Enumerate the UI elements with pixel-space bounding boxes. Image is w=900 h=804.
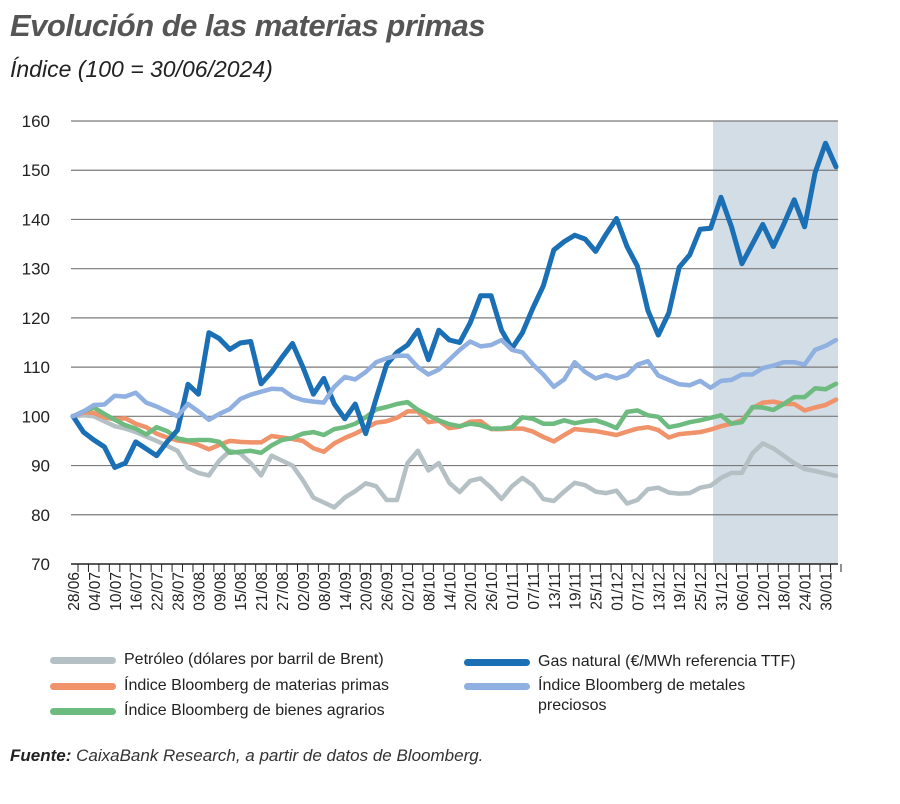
x-tick-label: 02/10 xyxy=(400,572,417,611)
x-tick-label: 21/08 xyxy=(254,572,271,611)
x-tick-label: 01/12 xyxy=(610,572,627,611)
x-tick-label: 12/01 xyxy=(756,572,773,611)
x-tick-label: 26/09 xyxy=(380,572,397,611)
x-tick-label: 16/07 xyxy=(129,572,146,611)
y-tick-label: 70 xyxy=(31,555,50,574)
legend-item-commodities: Índice Bloomberg de materias primas xyxy=(50,676,389,696)
x-tick-label: 01/11 xyxy=(505,572,522,610)
legend-item-agri: Índice Bloomberg de bienes agrarios xyxy=(50,701,385,721)
legend-swatch-oil xyxy=(50,657,116,664)
x-tick-label: 20/09 xyxy=(359,572,376,611)
legend-label: Petróleo (dólares por barril de Brent) xyxy=(124,651,384,668)
x-tick-label: 31/12 xyxy=(714,572,731,611)
legend-swatch-precious xyxy=(464,683,530,690)
x-tick-label: 30/01 xyxy=(819,572,836,611)
series-line-2 xyxy=(70,381,839,456)
legend-item-oil: Petróleo (dólares por barril de Brent) xyxy=(50,650,384,670)
x-tick-label: 07/12 xyxy=(630,572,647,611)
x-tick-label: 26/10 xyxy=(484,572,501,611)
y-tick-label: 150 xyxy=(22,161,50,180)
x-tick-label: 07/11 xyxy=(526,572,543,610)
x-tick-label: 22/07 xyxy=(150,572,167,611)
x-tick-label: 27/08 xyxy=(275,572,292,611)
x-tick-label: 14/10 xyxy=(442,572,459,611)
x-tick-label: 19/12 xyxy=(672,572,689,611)
legend-swatch-agri xyxy=(50,708,116,715)
x-tick-label: 13/11 xyxy=(547,572,564,610)
x-tick-label: 02/09 xyxy=(296,572,313,611)
x-tick-label: 24/01 xyxy=(798,572,815,611)
x-tick-label: 15/08 xyxy=(233,572,250,611)
chart-title: Evolución de las materias primas xyxy=(10,8,486,43)
x-tick-label: 10/07 xyxy=(108,572,125,611)
x-tick-label: 18/01 xyxy=(777,572,794,611)
x-tick-label: 13/12 xyxy=(651,572,668,611)
legend-label: Índice Bloomberg de metales preciosos xyxy=(538,677,746,714)
legend-label: Índice Bloomberg de bienes agrarios xyxy=(124,702,385,719)
legend-item-precious: Índice Bloomberg de metales preciosos xyxy=(464,676,794,716)
legend-item-gas: Gas natural (€/MWh referencia TTF) xyxy=(464,652,796,672)
x-tick-label: 09/08 xyxy=(212,572,229,611)
y-tick-label: 80 xyxy=(31,506,50,525)
x-tick-label: 08/10 xyxy=(421,572,438,611)
shaded-region xyxy=(713,121,838,564)
series-line-3 xyxy=(70,140,839,470)
y-tick-label: 110 xyxy=(23,358,50,377)
x-tick-label: 08/09 xyxy=(317,572,334,611)
y-tick-label: 120 xyxy=(22,309,50,328)
x-tick-label: 03/08 xyxy=(191,572,208,611)
legend-label: Gas natural (€/MWh referencia TTF) xyxy=(538,653,796,670)
x-tick-label: 25/12 xyxy=(693,572,710,611)
legend-swatch-gas xyxy=(464,659,530,666)
x-tick-label: 28/07 xyxy=(171,572,188,611)
y-tick-label: 90 xyxy=(31,457,50,476)
source-text: CaixaBank Research, a partir de datos de… xyxy=(76,746,484,765)
x-tick-label: 06/01 xyxy=(735,572,752,611)
chart-subtitle: Índice (100 = 30/06/2024) xyxy=(10,56,273,82)
x-tick-label: 28/06 xyxy=(66,572,83,611)
x-tick-label: 20/10 xyxy=(463,572,480,611)
x-tick-label: 19/11 xyxy=(568,572,585,610)
y-tick-label: 100 xyxy=(22,407,50,426)
legend-swatch-commodities xyxy=(50,683,116,690)
y-tick-label: 140 xyxy=(22,210,50,229)
source-label: Fuente: xyxy=(10,746,72,765)
legend-label: Índice Bloomberg de materias primas xyxy=(124,677,390,694)
series-line-0 xyxy=(70,413,839,510)
y-tick-label: 130 xyxy=(22,260,50,279)
line-chart: 70 80 90 100 110 120 130 140 150 160 28/06 04/07 10… xyxy=(22,112,842,611)
source-note: Fuente: CaixaBank Research, a partir de … xyxy=(10,746,483,766)
x-tick-label: 04/07 xyxy=(87,572,104,611)
x-tick-label: 25/11 xyxy=(589,572,606,610)
y-tick-label: 160 xyxy=(22,112,50,131)
series-line-4 xyxy=(70,337,839,423)
x-tick-label: 14/09 xyxy=(338,572,355,611)
